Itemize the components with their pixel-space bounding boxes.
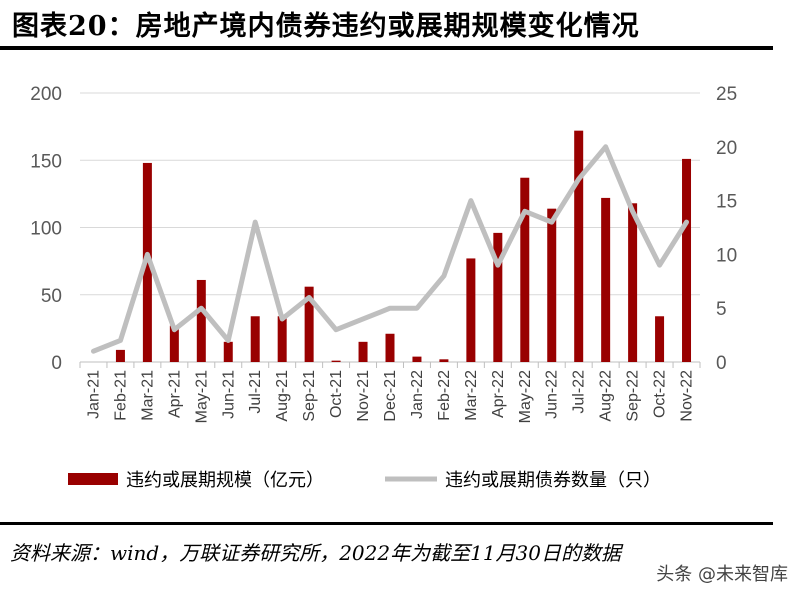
bar: [628, 203, 638, 362]
x-tick-label: Mar-21: [139, 370, 156, 421]
x-tick-label: Jul-21: [247, 370, 264, 414]
x-tick-label: Aug-21: [274, 370, 291, 422]
chart-title: 图表20：房地产境内债券违约或展期规模变化情况: [12, 11, 640, 42]
bar: [196, 279, 206, 362]
watermark: 头条 @未来智库: [656, 564, 788, 585]
left-tick-label: 50: [41, 286, 62, 307]
bar: [466, 258, 476, 362]
bar: [574, 130, 584, 362]
bar: [439, 359, 449, 362]
bar: [304, 286, 314, 362]
x-axis-ticks: Jan-21 Feb-21 Mar-21 Apr-21 May-21 Jun-21 Jul-…: [79, 362, 701, 423]
bar: [169, 325, 179, 362]
x-tick-label: Sep-21: [301, 370, 318, 422]
left-tick-label: 150: [30, 151, 62, 172]
x-tick-label: Apr-22: [490, 370, 507, 418]
x-tick-label: Oct-22: [652, 370, 669, 418]
count-line: [90, 144, 690, 354]
bar: [277, 316, 287, 362]
right-tick-label: 5: [716, 299, 727, 320]
bar: [520, 177, 530, 362]
bar: [655, 316, 665, 362]
bar: [412, 356, 422, 362]
x-tick-label: Aug-22: [598, 370, 615, 422]
bar: [331, 360, 341, 362]
right-tick-label: 0: [716, 353, 727, 374]
bar: [115, 349, 125, 362]
bar: [223, 341, 233, 362]
right-tick-label: 25: [716, 84, 737, 105]
x-tick-label: Feb-22: [436, 370, 453, 421]
left-axis-ticks: 0 50 100 150 200: [30, 84, 62, 374]
bar: [493, 232, 503, 362]
bar: [682, 158, 692, 362]
source-note: 资料来源：wind，万联证券研究所，2022年为截至11月30日的数据: [10, 541, 621, 565]
legend-bar-label: 违约或展期规模（亿元）: [126, 470, 324, 491]
x-tick-label: Nov-21: [355, 370, 372, 422]
x-tick-label: Jun-22: [544, 370, 561, 419]
legend: 违约或展期规模（亿元） 违约或展期债券数量（只）: [68, 470, 661, 491]
x-tick-label: Dec-21: [382, 370, 399, 422]
right-tick-label: 20: [716, 138, 737, 159]
right-tick-label: 10: [716, 245, 737, 266]
x-tick-label: Feb-21: [112, 370, 129, 421]
bar: [547, 208, 557, 362]
left-tick-label: 200: [30, 84, 62, 105]
x-tick-label: Oct-21: [328, 370, 345, 418]
title-rule: [0, 46, 773, 50]
line-series: [90, 144, 690, 354]
bar: [385, 333, 395, 362]
bar: [601, 197, 611, 362]
x-tick-label: Sep-22: [625, 370, 642, 422]
legend-line-label: 违约或展期债券数量（只）: [445, 470, 661, 491]
legend-bar-swatch: [68, 473, 118, 485]
x-tick-label: Jan-21: [85, 370, 102, 419]
left-tick-label: 0: [51, 353, 62, 374]
x-tick-label: Nov-22: [679, 370, 696, 422]
x-tick-label: Jun-21: [220, 370, 237, 419]
bar: [250, 316, 260, 362]
bar: [358, 341, 368, 362]
bar-series: [115, 130, 692, 362]
x-tick-label: Jan-22: [409, 370, 426, 419]
x-tick-label: May-22: [517, 370, 534, 423]
right-axis-ticks: 0 5 10 15 20 25: [716, 84, 737, 374]
x-tick-label: Jul-22: [571, 370, 588, 414]
left-tick-label: 100: [30, 219, 62, 240]
x-tick-label: Apr-21: [166, 370, 183, 418]
x-tick-label: Mar-22: [463, 370, 480, 421]
x-tick-label: May-21: [193, 370, 210, 423]
footer-rule: [0, 522, 773, 525]
right-tick-label: 15: [716, 192, 737, 213]
